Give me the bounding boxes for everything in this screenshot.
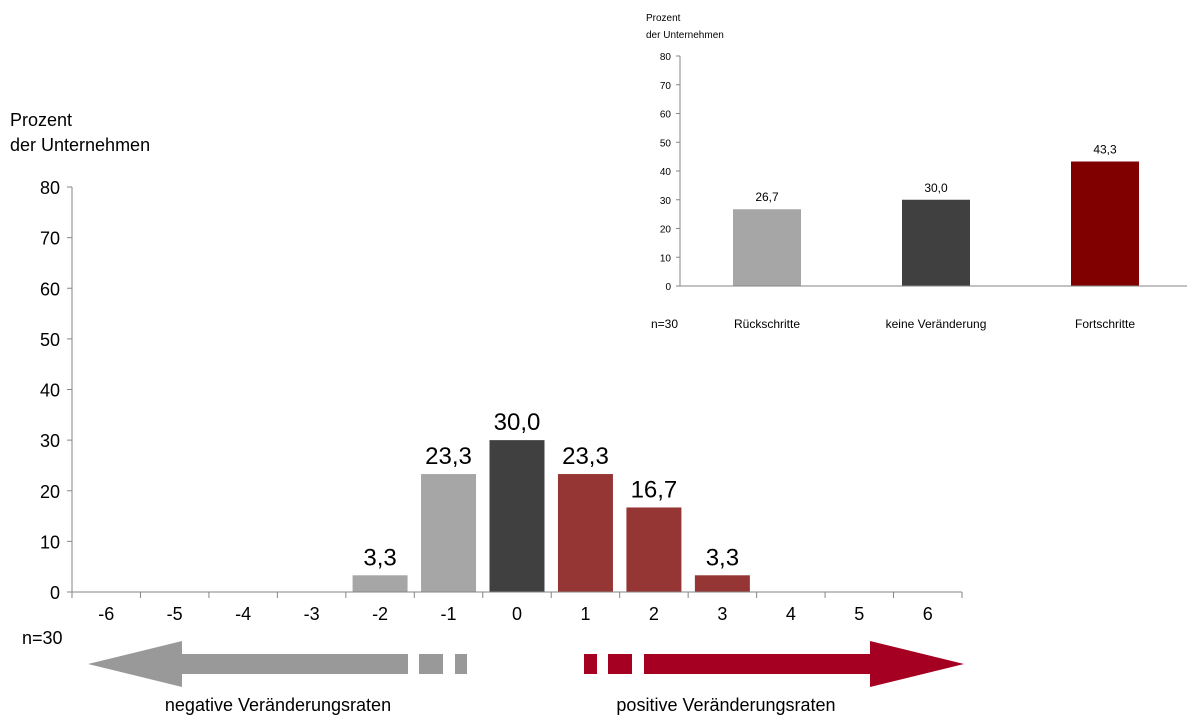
main-bar bbox=[694, 575, 750, 592]
inset-y-tick-label: 80 bbox=[660, 52, 672, 63]
main-chart: Prozent der Unternehmen 0102030405060708… bbox=[10, 110, 964, 715]
positive-arrow-dash-2 bbox=[608, 654, 632, 674]
inset-y-tick-label: 30 bbox=[660, 196, 672, 207]
main-x-tick-label: 1 bbox=[580, 604, 590, 624]
inset-y-tick-label: 40 bbox=[660, 167, 672, 178]
inset-data-label: 30,0 bbox=[924, 181, 948, 195]
inset-x-tick-label: keine Veränderung bbox=[886, 317, 987, 331]
inset-n-label: n=30 bbox=[651, 317, 678, 331]
inset-x-tick-label: Fortschritte bbox=[1075, 317, 1135, 331]
negative-arrow-head bbox=[88, 641, 182, 687]
main-y-tick-label: 40 bbox=[40, 381, 60, 401]
main-y-tick-label: 60 bbox=[40, 279, 60, 299]
inset-bar bbox=[902, 199, 970, 286]
positive-arrow-shaft bbox=[644, 654, 872, 674]
main-bar bbox=[557, 474, 613, 592]
main-y-tick-label: 10 bbox=[40, 532, 60, 552]
negative-arrow-dash-2 bbox=[455, 654, 467, 674]
negative-arrow bbox=[88, 641, 467, 687]
main-x-tick-label: 3 bbox=[717, 604, 727, 624]
main-x-tick-label: 5 bbox=[854, 604, 864, 624]
main-y-tick-label: 0 bbox=[50, 583, 60, 603]
inset-y-tick-label: 60 bbox=[660, 110, 672, 121]
inset-bar bbox=[1071, 161, 1139, 286]
inset-bar bbox=[733, 209, 801, 286]
main-x-tick-label: -3 bbox=[304, 604, 320, 624]
inset-data-label: 26,7 bbox=[755, 190, 779, 204]
main-x-tick-label: 2 bbox=[649, 604, 659, 624]
positive-arrow-dash-1 bbox=[584, 654, 597, 674]
main-y-tick-label: 70 bbox=[40, 229, 60, 249]
main-ylabel-line2: der Unternehmen bbox=[10, 135, 150, 155]
positive-label: positive Veränderungsraten bbox=[616, 695, 835, 715]
main-data-label: 30,0 bbox=[494, 409, 541, 436]
inset-ylabel-line1: Prozent bbox=[646, 13, 681, 24]
main-y-tick-label: 30 bbox=[40, 431, 60, 451]
main-bar bbox=[489, 440, 545, 592]
main-x-tick-label: -5 bbox=[167, 604, 183, 624]
main-ylabel-line1: Prozent bbox=[10, 110, 72, 130]
main-data-label: 23,3 bbox=[562, 443, 609, 470]
main-data-label: 3,3 bbox=[706, 544, 739, 571]
inset-ylabel-line2: der Unternehmen bbox=[646, 30, 724, 41]
main-data-label: 3,3 bbox=[363, 544, 396, 571]
negative-arrow-dash-1 bbox=[419, 654, 443, 674]
main-bar bbox=[421, 474, 477, 592]
main-data-label: 23,3 bbox=[425, 443, 472, 470]
inset-y-tick-label: 50 bbox=[660, 138, 672, 149]
main-y-tick-label: 50 bbox=[40, 330, 60, 350]
negative-arrow-shaft bbox=[180, 654, 408, 674]
inset-x-tick-label: Rückschritte bbox=[734, 317, 800, 331]
positive-arrow bbox=[584, 641, 964, 687]
inset-y-tick-label: 0 bbox=[665, 282, 671, 293]
main-x-tick-label: -4 bbox=[235, 604, 251, 624]
main-n-label: n=30 bbox=[22, 628, 63, 648]
inset-y-tick-label: 70 bbox=[660, 81, 672, 92]
main-data-label: 16,7 bbox=[631, 476, 678, 503]
negative-label: negative Veränderungsraten bbox=[165, 695, 391, 715]
main-x-tick-label: 0 bbox=[512, 604, 522, 624]
main-x-tick-label: -2 bbox=[372, 604, 388, 624]
inset-y-tick-label: 10 bbox=[660, 253, 672, 264]
main-y-tick-label: 80 bbox=[40, 178, 60, 198]
main-x-tick-label: -1 bbox=[441, 604, 457, 624]
inset-data-label: 43,3 bbox=[1093, 143, 1117, 157]
main-bar bbox=[352, 575, 408, 592]
main-x-tick-label: 4 bbox=[786, 604, 796, 624]
main-x-tick-label: 6 bbox=[923, 604, 933, 624]
inset-chart: Prozent der Unternehmen 0 10 20 30 40 50 60 70 8… bbox=[646, 13, 1187, 331]
positive-arrow-head bbox=[870, 641, 964, 687]
main-bar bbox=[626, 507, 682, 592]
main-x-tick-label: -6 bbox=[98, 604, 114, 624]
main-y-tick-label: 20 bbox=[40, 482, 60, 502]
inset-y-tick-label: 20 bbox=[660, 225, 672, 236]
